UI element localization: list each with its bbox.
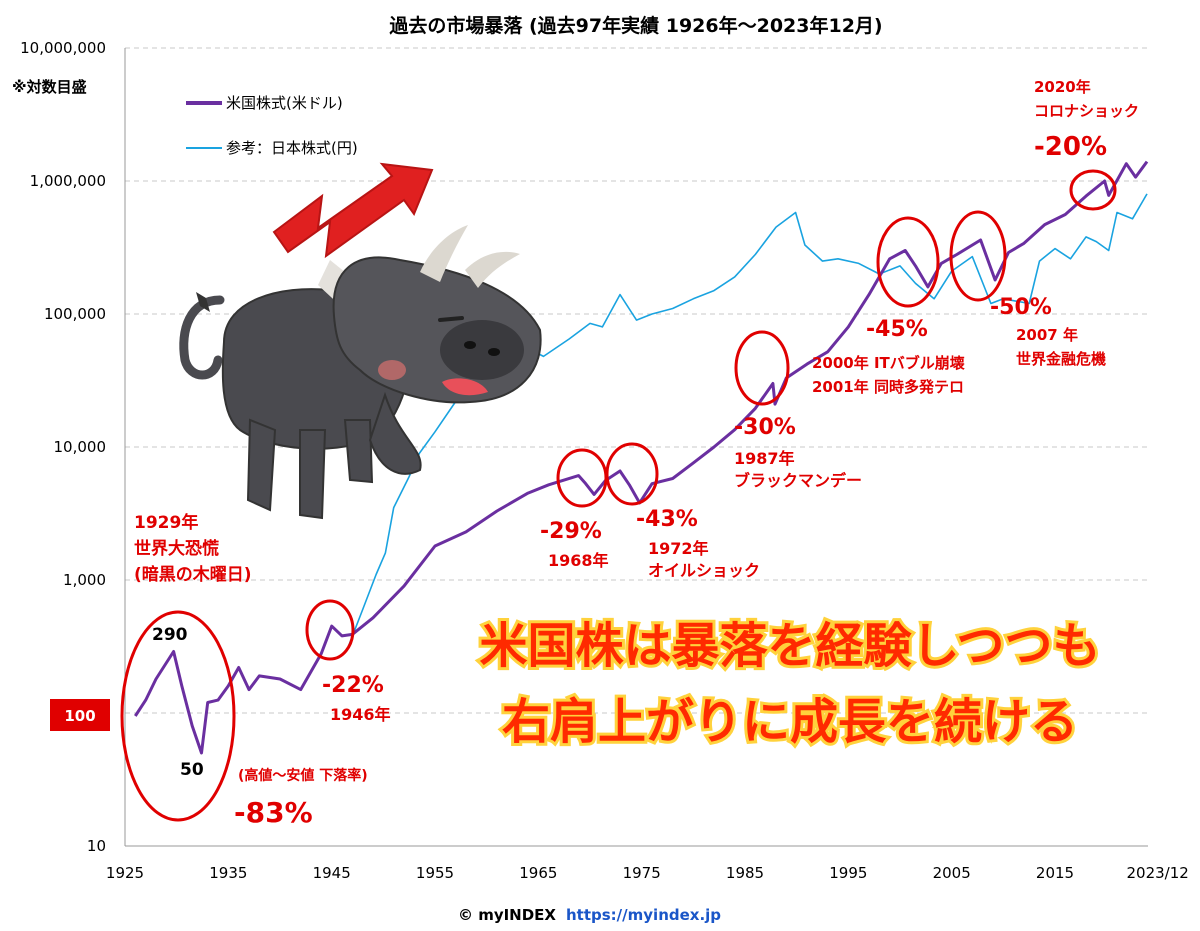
annotation-text: 1929年 [134, 512, 198, 533]
crash-circle [949, 210, 1007, 302]
y-tick-label: 100,000 [44, 305, 106, 323]
annotation-text: 1968年 [548, 551, 609, 570]
legend-label-us: 米国株式(米ドル) [226, 94, 343, 112]
grid-lines [124, 47, 1148, 847]
annotation-text: 世界大恐慌 [134, 538, 219, 559]
baseline-badge-label: 100 [64, 707, 95, 725]
annotation-text: (暗黒の木曜日) [134, 564, 252, 585]
annotation-text: -83% [234, 796, 313, 829]
annotation-text: コロナショック [1034, 102, 1139, 120]
headline-message: 米国株は暴落を経験しつつも 右肩上がりに成長を続ける [476, 615, 1103, 753]
y-tick-label: 1,000 [63, 571, 106, 589]
legend: 米国株式(米ドル) 参考：日本株式(円) [186, 94, 358, 157]
annotation-text: 2001年 同時多発テロ [812, 378, 964, 396]
annotation-text: 世界金融危機 [1016, 350, 1106, 368]
y-tick-label: 10 [87, 837, 106, 855]
x-tick-label: 1925 [106, 864, 144, 882]
x-tick-label: 2005 [933, 864, 971, 882]
baseline-100-badge: 100 [50, 699, 110, 731]
annotation-text: 2007 年 [1016, 326, 1078, 344]
crash-circle [734, 330, 790, 406]
x-tick-label: 2015 [1036, 864, 1074, 882]
chart-title: 過去の市場暴落 (過去97年実績 1926年〜2023年12月) [389, 14, 882, 37]
annotation-text: -20% [1034, 132, 1107, 162]
annotation-text: 1987年 [734, 449, 795, 468]
x-tick-label: 1975 [623, 864, 661, 882]
footer-url[interactable]: https://myindex.jp [566, 906, 721, 924]
x-tick-label: 1965 [519, 864, 557, 882]
y-tick-label: 1,000,000 [30, 172, 106, 190]
annotation-text: 1946年 [330, 705, 391, 724]
crash-circle [1069, 169, 1117, 211]
x-tick-label: 1995 [829, 864, 867, 882]
crash-circle [876, 216, 940, 308]
annotation-text: 2020年 [1034, 78, 1091, 96]
x-tick-label: 1945 [313, 864, 351, 882]
annotation-text: -50% [990, 295, 1052, 320]
annotation-text: オイルショック [648, 561, 760, 580]
annotation-text: -45% [866, 317, 928, 342]
y-axis-ticks: 10 1,000 10,000 100,000 1,000,000 10,000,000 [20, 39, 106, 855]
annotation-text: 2000年 ITバブル崩壊 [812, 354, 965, 372]
footer: © myINDEX https://myindex.jp [458, 906, 721, 924]
message-line-1: 米国株は暴落を経験しつつも [479, 618, 1100, 674]
crash-circle [605, 442, 659, 506]
annotation-text: -43% [636, 507, 698, 532]
annotation-text: ブラックマンデー [734, 471, 862, 490]
y-tick-label: 10,000,000 [20, 39, 106, 57]
legend-label-jp: 参考：日本株式(円) [226, 139, 358, 157]
annotation-text: (高値〜安値 下落率) [238, 767, 368, 784]
y-tick-label: 10,000 [54, 438, 107, 456]
annotation-text: 50 [180, 760, 204, 780]
footer-copyright: © myINDEX [458, 906, 556, 924]
x-tick-label: 1955 [416, 864, 454, 882]
annotation-text: 1972年 [648, 539, 709, 558]
crash-circle [305, 599, 355, 661]
bull-icon [179, 225, 542, 520]
message-line-2: 右肩上がりに成長を続ける [502, 694, 1078, 750]
up-arrow-icon [272, 162, 434, 259]
x-tick-label: 2023/12 [1127, 864, 1189, 882]
x-tick-label: 1985 [726, 864, 764, 882]
baseline-badge-box [50, 699, 110, 731]
x-axis-ticks: 1925 1935 1945 1955 1965 1975 1985 1995 2005 2015… [106, 864, 1189, 882]
annotation-text: -22% [322, 673, 384, 698]
log-scale-note: ※対数目盛 [12, 78, 87, 96]
annotation-text: -29% [540, 519, 602, 544]
x-tick-label: 1935 [209, 864, 247, 882]
annotation-text: 290 [152, 625, 188, 645]
series-line-us-stocks [134, 160, 1149, 755]
annotation-text: -30% [734, 415, 796, 440]
crash-circle [120, 610, 236, 822]
